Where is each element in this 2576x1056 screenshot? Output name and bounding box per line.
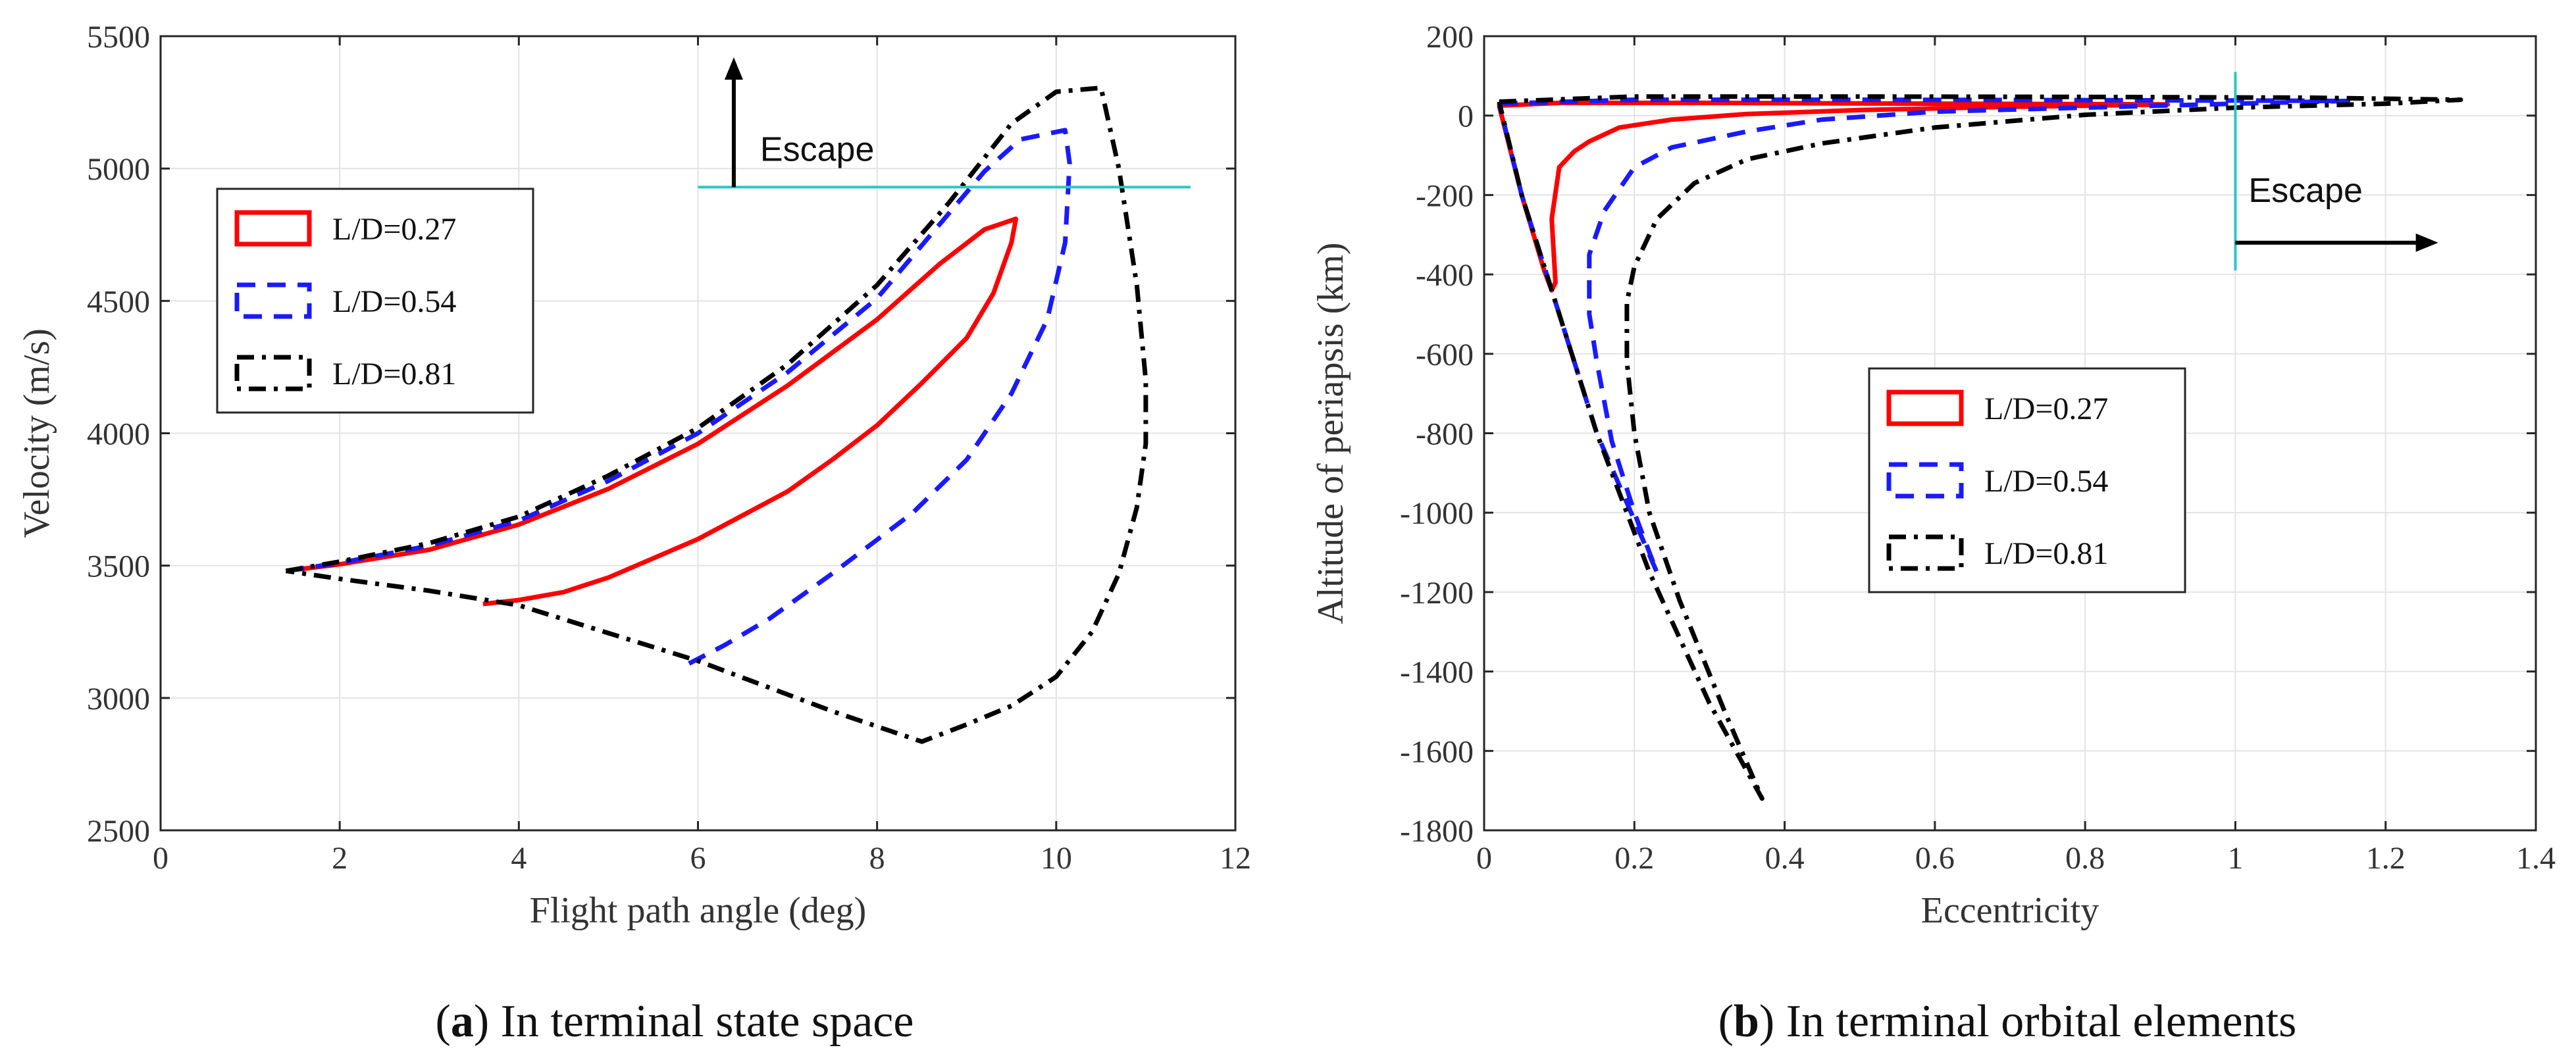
x-tick-label: 2: [332, 841, 348, 876]
legend-swatch-1: [1886, 390, 1964, 426]
legend-label-1: L/D=0.27: [1984, 391, 2108, 426]
chart-panel-b: Escape 0 0.2 0.4 0.6 0.8 1 1.2 1.4 -1800 -1600 -140…: [1310, 20, 2556, 931]
x-axis-label: Flight path angle (deg): [530, 890, 867, 931]
caption-a-letter: a: [451, 996, 474, 1047]
escape-label: Escape: [2248, 172, 2362, 210]
x-tick-label: 12: [1220, 841, 1251, 876]
y-tick-label: 3500: [87, 549, 150, 584]
legend-swatch-2: [234, 282, 312, 319]
x-tick-label: 0.2: [1614, 841, 1654, 876]
y-axis-label: Altitude of periapsis (km): [1310, 242, 1351, 624]
caption-b-letter: b: [1734, 996, 1759, 1047]
y-tick-label: 5500: [87, 20, 150, 55]
x-tick-label: 10: [1041, 841, 1072, 876]
legend: L/D=0.27 L/D=0.54 L/D=0.81: [1868, 367, 2186, 593]
series-line-2: [285, 128, 1072, 666]
legend-box: [216, 188, 534, 414]
x-tick-label: 1: [2227, 841, 2243, 876]
legend-box: [1868, 367, 2186, 593]
x-tick-label: 6: [690, 841, 706, 876]
y-tick-label: -200: [1416, 178, 1474, 213]
y-tick-label: -1600: [1400, 734, 1474, 769]
y-tick-label: -400: [1416, 258, 1474, 293]
x-tick-label: 0.8: [2065, 841, 2105, 876]
x-tick-label: 8: [869, 841, 885, 876]
legend: L/D=0.27 L/D=0.54 L/D=0.81: [216, 188, 534, 414]
x-tick-label: 0: [153, 841, 168, 876]
y-tick-label: -1800: [1400, 814, 1474, 849]
y-tick-label: 200: [1426, 20, 1474, 55]
y-tick-label: 0: [1458, 99, 1474, 134]
caption-a: (a) In terminal state space: [436, 996, 914, 1047]
legend-label-3: L/D=0.81: [332, 357, 456, 391]
y-tick-label: -800: [1416, 417, 1474, 452]
x-tick-label: 1.4: [2516, 841, 2556, 876]
y-tick-label: 3000: [87, 682, 150, 717]
x-tick-label: 4: [511, 841, 527, 876]
legend-label-2: L/D=0.54: [332, 284, 456, 319]
y-tick-label: -1000: [1400, 496, 1474, 531]
x-axis-label: Eccentricity: [1921, 890, 2099, 931]
legend-label-3: L/D=0.81: [1984, 536, 2108, 571]
x-tick-label: 0.6: [1915, 841, 1955, 876]
caption-a-text: In terminal state space: [501, 996, 914, 1047]
y-tick-label: 4000: [87, 417, 150, 452]
series-line-3: [285, 86, 1148, 744]
legend-label-2: L/D=0.54: [1984, 464, 2108, 499]
plot-area: [285, 86, 1148, 744]
y-axis-label: Velocity (m/s): [16, 328, 57, 538]
x-tick-label: 1.2: [2366, 841, 2406, 876]
x-tick-label: 0.4: [1765, 841, 1805, 876]
legend-swatch-3: [1886, 534, 1964, 571]
y-tick-label: -600: [1416, 338, 1474, 372]
escape-label: Escape: [760, 130, 874, 168]
y-tick-label: -1200: [1400, 576, 1474, 611]
series-line-3: [1497, 94, 2463, 801]
y-tick-label: -1400: [1400, 655, 1474, 690]
y-tick-label: 2500: [87, 814, 150, 849]
legend-swatch-2: [1886, 462, 1964, 499]
chart-panel-a: Escape 0 2 4 6 8 10 12 2500 3000 3500 4000 4500 5000 5…: [16, 20, 1251, 931]
legend-label-1: L/D=0.27: [332, 212, 456, 247]
legend-swatch-1: [234, 210, 312, 247]
x-tick-label: 0: [1476, 841, 1492, 876]
caption-b: (b) In terminal orbital elements: [1718, 996, 2297, 1047]
escape-arrow-head: [724, 57, 743, 80]
y-tick-label: 4500: [87, 284, 150, 319]
legend-swatch-3: [234, 355, 312, 391]
y-tick-label: 5000: [87, 152, 150, 187]
caption-b-text: In terminal orbital elements: [1786, 996, 2297, 1047]
series-line-2: [1497, 97, 2351, 575]
escape-arrow-head: [2415, 233, 2438, 252]
series-line-1: [286, 216, 1019, 607]
series-line-1: [1497, 100, 2171, 293]
plot-area: [1497, 94, 2463, 801]
